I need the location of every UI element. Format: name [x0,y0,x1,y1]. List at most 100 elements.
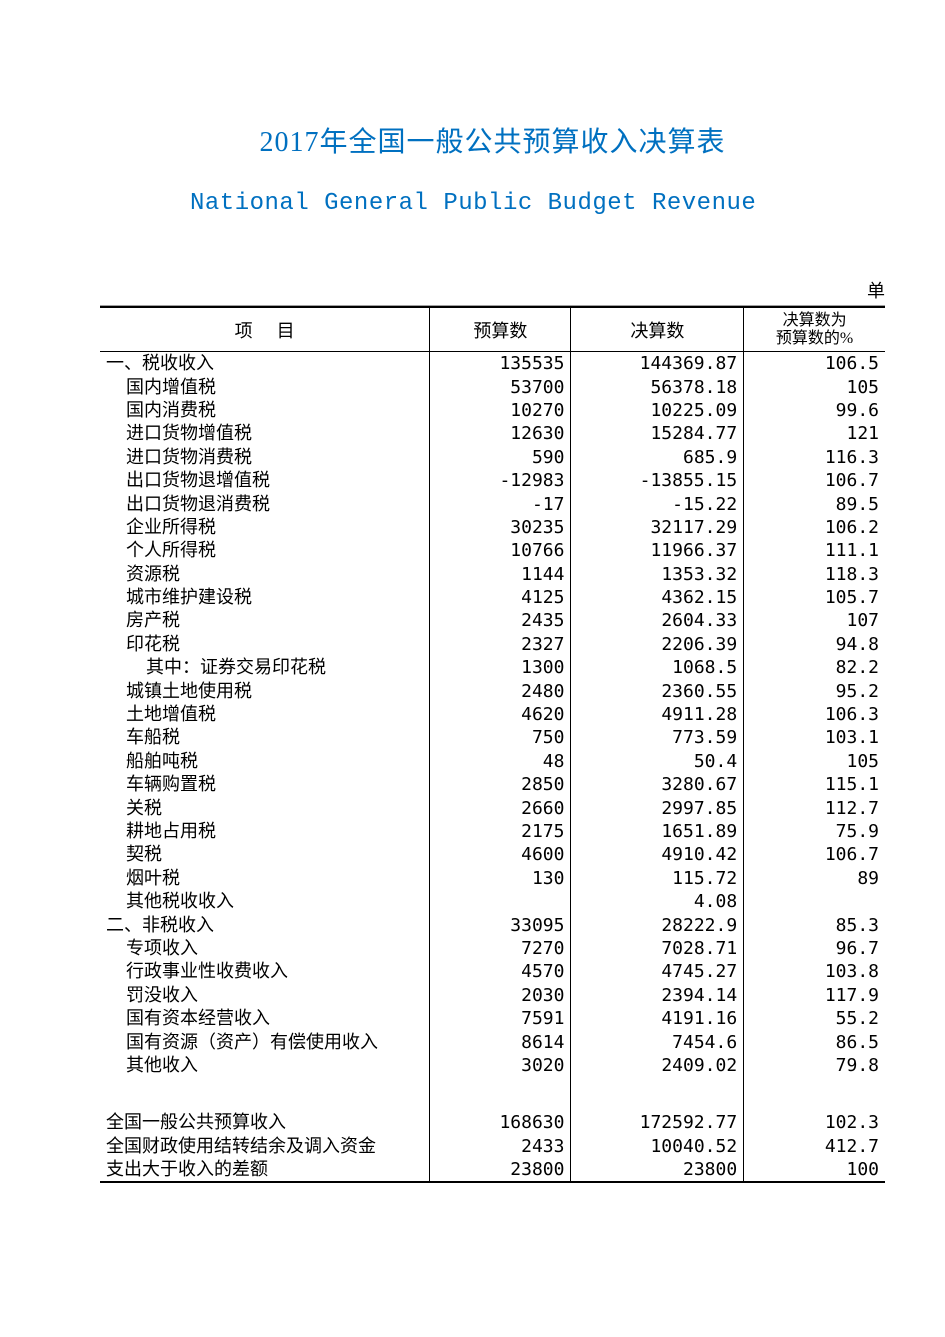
table-row: 国内消费税1027010225.0999.6 [100,399,885,422]
table-row: 企业所得税3023532117.29106.2 [100,516,885,539]
row-budget: 2433 [430,1135,571,1158]
row-pct: 103.8 [744,960,885,983]
table-row: 烟叶税130115.7289 [100,867,885,890]
row-budget: 53700 [430,376,571,399]
table-row: 车船税750773.59103.1 [100,726,885,749]
row-budget: 168630 [430,1111,571,1134]
row-budget: 4570 [430,960,571,983]
row-budget: 1144 [430,563,571,586]
table-row: 土地增值税46204911.28106.3 [100,703,885,726]
row-label: 耕地占用税 [100,820,430,843]
row-pct: 106.2 [744,516,885,539]
row-label: 一、税收收入 [100,352,430,376]
row-label: 专项收入 [100,937,430,960]
row-budget: 1300 [430,656,571,679]
row-actual: 144369.87 [571,352,744,376]
row-actual: 685.9 [571,446,744,469]
row-pct: 105.7 [744,586,885,609]
header-item: 项目 [100,307,430,352]
unit-label: 单 [100,277,885,303]
row-budget: 4600 [430,843,571,866]
row-actual: -15.22 [571,493,744,516]
row-actual: 2409.02 [571,1054,744,1077]
row-budget: 135535 [430,352,571,376]
row-label: 出口货物退消费税 [100,493,430,516]
row-pct: 103.1 [744,726,885,749]
row-budget: 2030 [430,984,571,1007]
row-actual: 4745.27 [571,960,744,983]
row-actual: 4362.15 [571,586,744,609]
row-pct: 111.1 [744,539,885,562]
row-label: 资源税 [100,563,430,586]
row-label: 城镇土地使用税 [100,680,430,703]
header-actual: 决算数 [571,307,744,352]
row-label: 企业所得税 [100,516,430,539]
table-row: 其中：证券交易印花税13001068.582.2 [100,656,885,679]
row-pct: 100 [744,1158,885,1182]
row-pct: 106.5 [744,352,885,376]
row-budget: 10270 [430,399,571,422]
row-pct: 106.3 [744,703,885,726]
row-pct: 75.9 [744,820,885,843]
table-row: 进口货物增值税1263015284.77121 [100,422,885,445]
table-row: 出口货物退消费税-17-15.2289.5 [100,493,885,516]
table-header-row: 项目 预算数 决算数 决算数为 预算数的% [100,307,885,352]
table-row: 其他税收收入4.08 [100,890,885,913]
row-budget: 2850 [430,773,571,796]
row-actual: 50.4 [571,750,744,773]
row-budget: 48 [430,750,571,773]
table-row: 印花税23272206.3994.8 [100,633,885,656]
row-budget: 2480 [430,680,571,703]
table-row: 罚没收入20302394.14117.9 [100,984,885,1007]
row-label: 其他税收收入 [100,890,430,913]
row-label: 国有资源（资产）有偿使用收入 [100,1031,430,1054]
row-actual: 28222.9 [571,914,744,937]
row-budget: -17 [430,493,571,516]
row-actual: 7028.71 [571,937,744,960]
row-pct: 94.8 [744,633,885,656]
row-label: 二、非税收入 [100,914,430,937]
row-actual: 4910.42 [571,843,744,866]
row-actual: 4911.28 [571,703,744,726]
row-actual: 1353.32 [571,563,744,586]
row-label: 全国财政使用结转结余及调入资金 [100,1135,430,1158]
row-pct [744,890,885,913]
row-actual: 7454.6 [571,1031,744,1054]
table-row: 国有资本经营收入75914191.1655.2 [100,1007,885,1030]
row-budget: 7591 [430,1007,571,1030]
row-label: 支出大于收入的差额 [100,1158,430,1182]
row-budget: 30235 [430,516,571,539]
row-label: 房产税 [100,609,430,632]
row-label: 其中：证券交易印花税 [100,656,430,679]
row-budget: 4125 [430,586,571,609]
row-budget: 12630 [430,422,571,445]
row-actual: 2604.33 [571,609,744,632]
row-pct: 105 [744,750,885,773]
row-budget: 8614 [430,1031,571,1054]
row-pct: 86.5 [744,1031,885,1054]
row-pct: 105 [744,376,885,399]
row-pct: 82.2 [744,656,885,679]
row-budget: 10766 [430,539,571,562]
header-budget: 预算数 [430,307,571,352]
row-label: 车辆购置税 [100,773,430,796]
table-row: 资源税11441353.32118.3 [100,563,885,586]
table-body: 一、税收收入135535144369.87106.5国内增值税537005637… [100,352,885,1183]
row-budget: 2175 [430,820,571,843]
table-row: 船舶吨税4850.4105 [100,750,885,773]
row-actual: 1651.89 [571,820,744,843]
table-row: 关税26602997.85112.7 [100,797,885,820]
row-budget: 33095 [430,914,571,937]
page-title-en: National General Public Budget Revenue [100,190,885,217]
row-label: 国有资本经营收入 [100,1007,430,1030]
table-row: 支出大于收入的差额2380023800100 [100,1158,885,1182]
row-pct: 112.7 [744,797,885,820]
row-pct: 85.3 [744,914,885,937]
row-pct: 79.8 [744,1054,885,1077]
row-label: 印花税 [100,633,430,656]
row-pct: 117.9 [744,984,885,1007]
row-actual: 2997.85 [571,797,744,820]
row-actual: 773.59 [571,726,744,749]
table-row: 国内增值税5370056378.18105 [100,376,885,399]
row-label: 契税 [100,843,430,866]
